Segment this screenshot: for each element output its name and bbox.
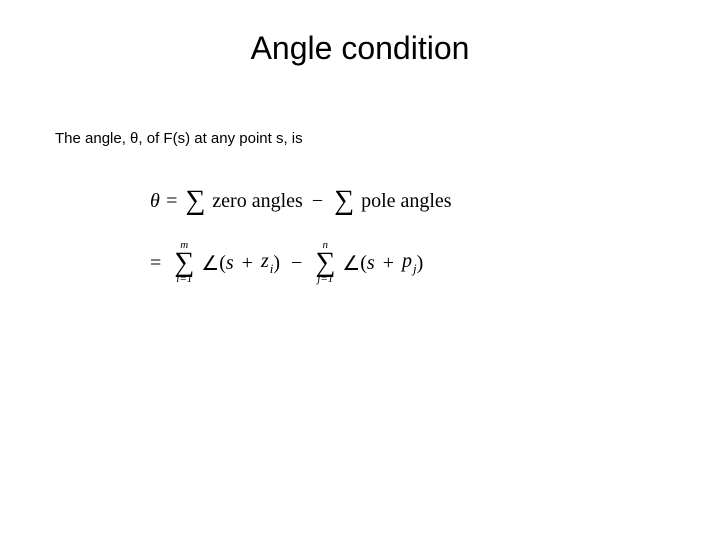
body-text: The angle, θ, of F(s) at any point s, is xyxy=(55,130,303,147)
eq2-equals: = xyxy=(150,252,161,275)
eq2-s: s xyxy=(367,252,375,275)
eq2-paren: ) xyxy=(417,252,424,275)
eq2-z: zi xyxy=(261,250,273,276)
equation-1: θ = ∑ zero angles − ∑ pole angles xyxy=(150,178,452,224)
angle-icon: ∠ xyxy=(342,251,360,276)
eq2-p: pj xyxy=(402,250,417,276)
equation-2: = m ∑ i=1 ∠(s + zi) − n ∑ j=1 ∠(s + pj) xyxy=(150,240,423,286)
angle-icon: ∠ xyxy=(201,251,219,276)
eq2-plus: + xyxy=(242,252,253,275)
eq2-paren: ) xyxy=(273,252,280,275)
eq1-term1: zero angles xyxy=(212,190,303,213)
slide-title: Angle condition xyxy=(0,30,720,67)
slide: Angle condition The angle, θ, of F(s) at… xyxy=(0,0,720,540)
eq2-plus: + xyxy=(383,252,394,275)
minus-icon: − xyxy=(312,190,323,213)
eq2-s: s xyxy=(226,252,234,275)
sigma-icon: n ∑ j=1 xyxy=(315,240,335,286)
sigma-icon: ∑ xyxy=(185,178,205,224)
minus-icon: − xyxy=(291,252,302,275)
eq1-term2: pole angles xyxy=(361,190,452,213)
sigma-icon: m ∑ i=1 xyxy=(174,240,194,286)
eq2-paren: ( xyxy=(219,252,226,275)
sigma-icon: ∑ xyxy=(334,178,354,224)
eq2-paren: ( xyxy=(360,252,367,275)
eq1-lhs: θ = xyxy=(150,190,178,213)
